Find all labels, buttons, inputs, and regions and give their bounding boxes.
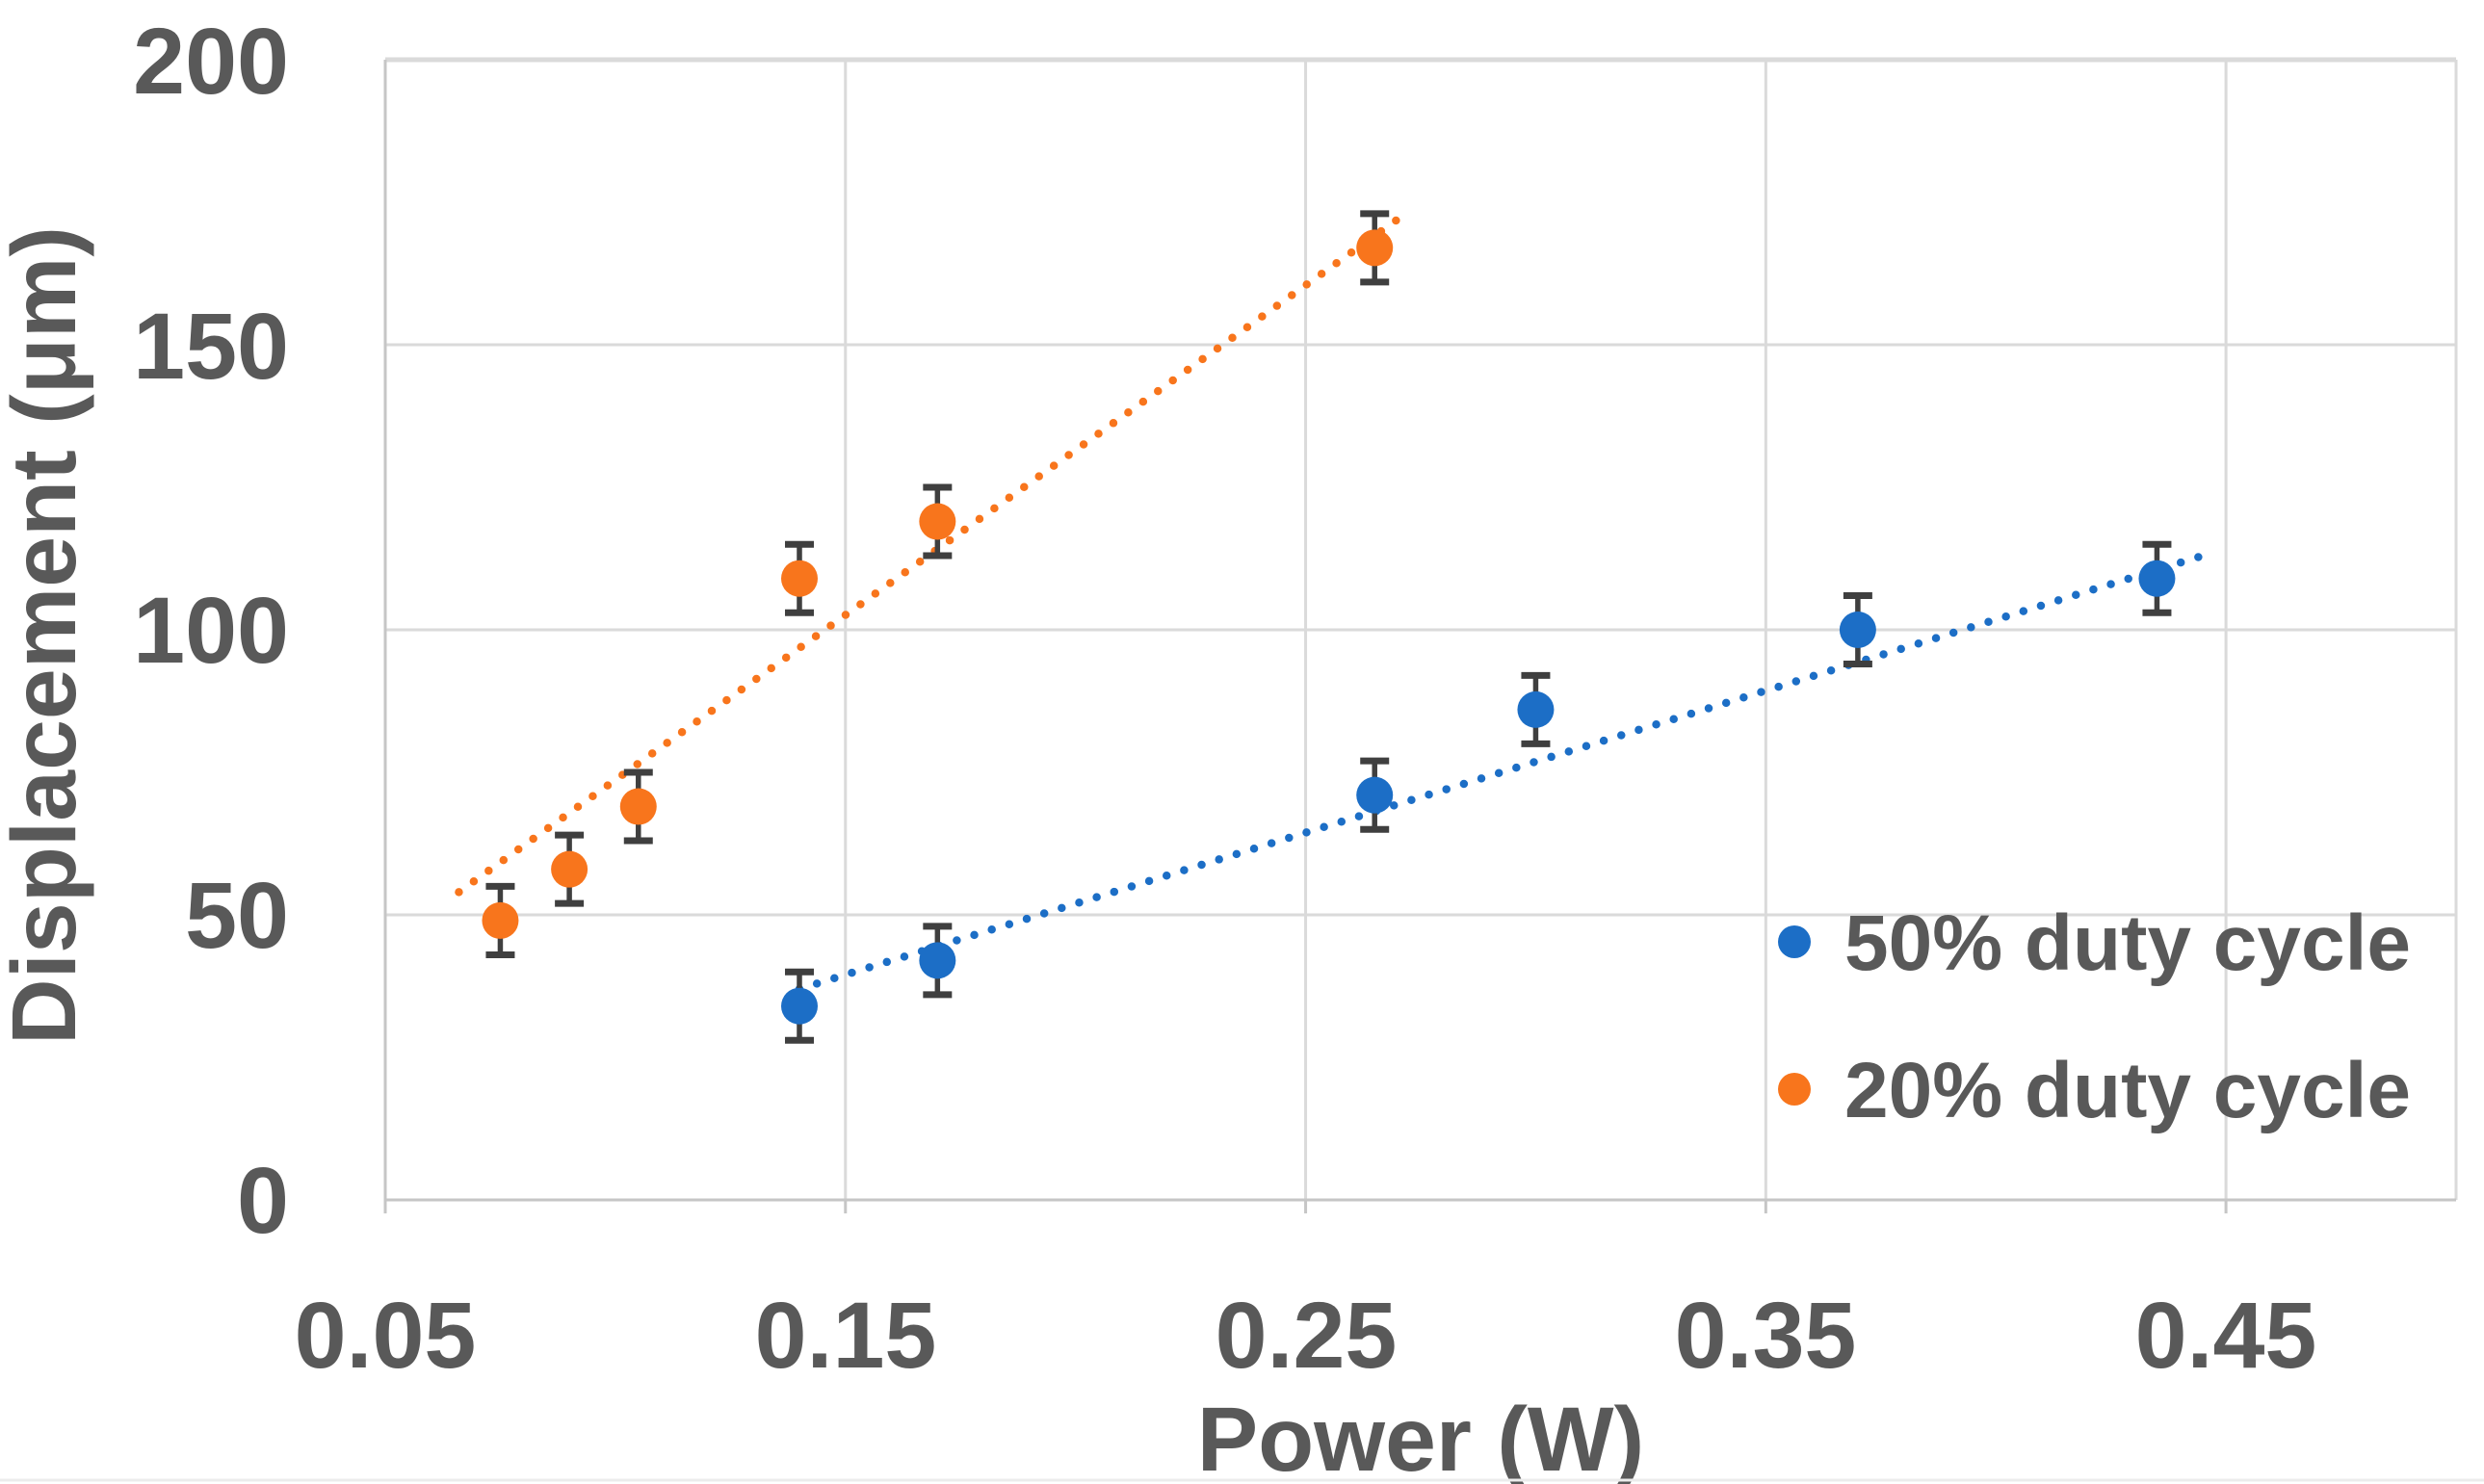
y-tick-100: 100 — [133, 578, 289, 683]
legend-label-50-duty-cycle: 50% duty cycle — [1844, 899, 2411, 987]
trendlines — [455, 215, 2208, 994]
legend-marker-50-duty-cycle — [1778, 925, 1811, 958]
legend-marker-20-duty-cycle — [1778, 1073, 1811, 1106]
data-point-0 — [1517, 690, 1555, 728]
legend: 50% duty cycle 20% duty cycle — [1778, 899, 2411, 1134]
data-point-1 — [482, 901, 519, 939]
y-axis-tick-labels: 0 50 100 150 200 — [133, 9, 289, 1253]
data-point-1 — [919, 503, 956, 540]
x-tick-025: 0.25 — [1216, 1283, 1398, 1388]
error-bars — [485, 210, 2172, 1044]
legend-label-20-duty-cycle: 20% duty cycle — [1844, 1047, 2411, 1134]
data-point-1 — [551, 850, 588, 888]
gridlines — [385, 60, 2456, 1200]
data-point-0 — [781, 987, 818, 1025]
x-axis-title: Power (W) — [1197, 1389, 1644, 1484]
y-tick-0: 0 — [237, 1148, 289, 1253]
x-tick-015: 0.15 — [755, 1283, 937, 1388]
trendline-0 — [795, 551, 2208, 994]
data-point-1 — [619, 788, 657, 825]
data-point-0 — [2138, 560, 2176, 597]
y-tick-200: 200 — [133, 9, 289, 114]
data-point-1 — [1356, 229, 1394, 267]
y-tick-50: 50 — [185, 863, 289, 968]
x-tick-005: 0.05 — [295, 1283, 477, 1388]
data-point-1 — [781, 560, 818, 597]
data-point-0 — [1356, 776, 1394, 814]
data-point-0 — [919, 942, 956, 979]
x-tick-035: 0.35 — [1675, 1283, 1857, 1388]
plot-frame — [383, 57, 2458, 1213]
x-axis-tick-labels: 0.05 0.15 0.25 0.35 0.45 — [295, 1283, 2317, 1388]
y-tick-150: 150 — [133, 294, 289, 399]
data-point-0 — [1839, 612, 1876, 648]
x-tick-045: 0.45 — [2135, 1283, 2317, 1388]
y-axis-title: Displacement (μm) — [0, 226, 95, 1045]
data-points — [482, 229, 2176, 1025]
